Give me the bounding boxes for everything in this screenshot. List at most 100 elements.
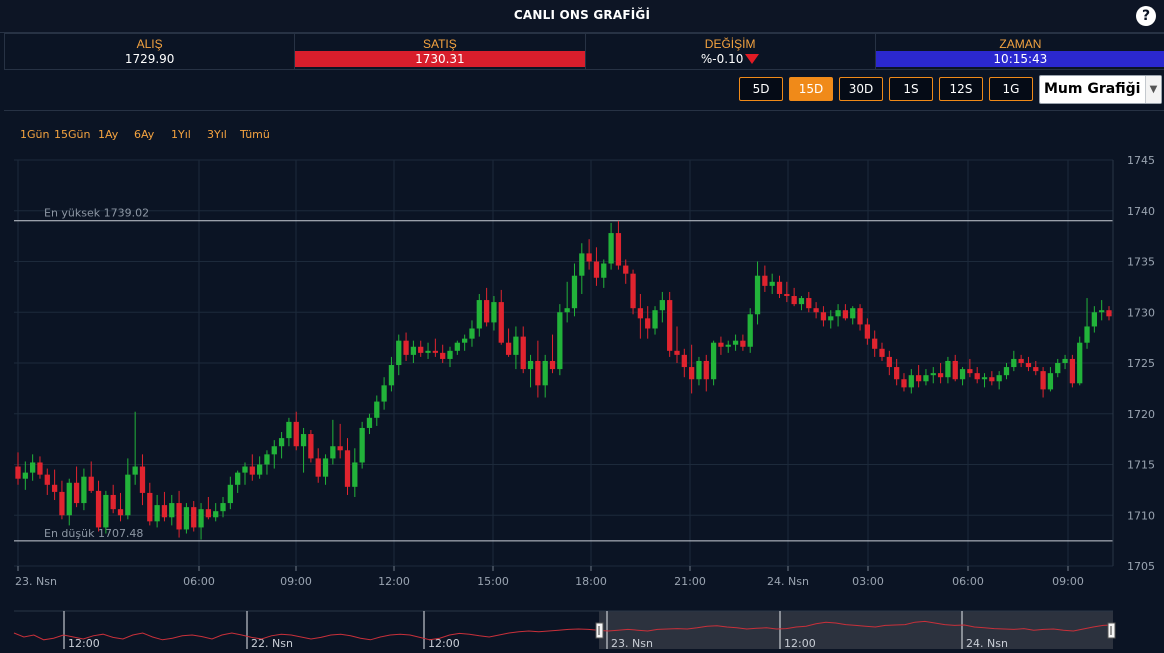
- y-tick-label: 1725: [1127, 357, 1155, 370]
- period-button-1g[interactable]: 1G: [989, 77, 1033, 101]
- candle-body: [308, 434, 314, 459]
- candle-body: [117, 509, 124, 516]
- candle-body: [974, 373, 980, 380]
- time-value: 10:15:43: [875, 51, 1164, 67]
- candle-body: [564, 308, 570, 313]
- candle-body: [689, 367, 695, 380]
- period-button-30d[interactable]: 30D: [839, 77, 883, 101]
- candle-body: [286, 421, 292, 439]
- navigator[interactable]: 12:00 22. Nsn 12:00 23. Nsn 12:00 24. Nsn: [13, 610, 1116, 650]
- candle-body: [857, 308, 863, 325]
- chart-type-select[interactable]: Mum Grafiği ▼: [1039, 75, 1162, 104]
- candle-body: [725, 344, 731, 347]
- candle-body: [1047, 373, 1054, 390]
- range-1ay[interactable]: 1Ay: [98, 128, 119, 141]
- candle-body: [842, 310, 849, 319]
- candle-body: [894, 367, 900, 380]
- help-icon[interactable]: ?: [1136, 6, 1156, 26]
- navigator-left-handle: [595, 622, 604, 639]
- candle-body: [959, 369, 966, 380]
- candle-body: [191, 507, 197, 528]
- period-button-1s[interactable]: 1S: [889, 77, 933, 101]
- candle-body: [1025, 363, 1032, 368]
- candle-body: [271, 446, 277, 455]
- x-tick-label: 18:00: [575, 575, 607, 588]
- candle-body: [908, 375, 914, 388]
- candle-body: [344, 450, 351, 487]
- candle-body: [696, 360, 702, 380]
- range-15gun[interactable]: 15Gün: [54, 128, 91, 141]
- candle-body: [1011, 358, 1017, 368]
- candle-body: [637, 308, 644, 319]
- candle-body: [447, 350, 453, 359]
- down-arrow-icon: [745, 54, 760, 64]
- navigator-label: 23. Nsn: [611, 637, 653, 650]
- candle-body: [220, 503, 226, 512]
- candle-body: [476, 300, 482, 329]
- candle-body: [147, 492, 153, 522]
- candle-body: [59, 491, 65, 516]
- candle-body: [879, 348, 885, 357]
- candle-body: [930, 373, 936, 376]
- range-1gun[interactable]: 1Gün: [20, 128, 50, 141]
- candle-body: [462, 338, 468, 343]
- candle-body: [66, 482, 72, 516]
- candle-body: [571, 275, 578, 309]
- period-button-15d[interactable]: 15D: [789, 77, 833, 101]
- candle-body: [1069, 358, 1076, 384]
- candle-body: [820, 312, 827, 321]
- candle-body: [88, 476, 94, 491]
- x-tick-label: 15:00: [477, 575, 509, 588]
- candle-body: [396, 340, 402, 366]
- range-6ay[interactable]: 6Ay: [134, 128, 155, 141]
- candle-body: [923, 375, 929, 382]
- candle-body: [762, 275, 768, 286]
- candle-body: [110, 494, 116, 510]
- x-tick-label: 09:00: [280, 575, 312, 588]
- candle-body: [791, 296, 797, 305]
- candle-body: [703, 360, 709, 380]
- candle-body: [352, 462, 358, 487]
- navigator-right-handle: [1107, 622, 1116, 639]
- navigator-price-line: [13, 620, 1114, 641]
- candle-body: [937, 373, 944, 378]
- candle-body: [388, 365, 395, 386]
- candle-body: [915, 375, 922, 382]
- page-title: CANLI ONS GRAFİĞİ: [513, 8, 651, 22]
- x-tick-label: 21:00: [674, 575, 706, 588]
- candle-body: [579, 253, 585, 276]
- range-1yil[interactable]: 1Yıl: [171, 128, 191, 141]
- candle-body: [813, 308, 819, 313]
- period-button-5d[interactable]: 5D: [739, 77, 783, 101]
- change-value-row: %-0.10: [586, 51, 875, 67]
- candle-body: [235, 472, 241, 485]
- chart-grid: [14, 159, 1113, 567]
- candle-body: [864, 324, 871, 339]
- candle-body: [95, 490, 102, 528]
- x-tick-label: 24. Nsn: [767, 575, 809, 588]
- navigator-label: 12:00: [428, 637, 460, 650]
- navigator-selected-range: [599, 611, 1113, 649]
- candle-body: [996, 375, 1002, 382]
- candle-body: [601, 263, 607, 278]
- candle-body: [132, 466, 138, 475]
- x-tick-label: 09:00: [1052, 575, 1084, 588]
- candle-body: [440, 352, 446, 359]
- bid-label: ALIŞ: [136, 37, 163, 51]
- candle-body: [139, 466, 146, 493]
- chart-axes: 1705 1710 1715 1720 1725 1730 1735 1740 1745 23. …: [15, 154, 1155, 588]
- reference-lines: En yüksek 1739.02 En düşük 1707.48: [14, 207, 1113, 542]
- candle-body: [81, 476, 87, 504]
- period-button-12s[interactable]: 12S: [939, 77, 983, 101]
- candle-body: [945, 360, 951, 378]
- candle-body: [198, 509, 204, 528]
- candle-body: [37, 462, 43, 475]
- candle-body: [520, 336, 526, 370]
- candle-body: [15, 466, 21, 479]
- candle-body: [586, 253, 592, 262]
- range-3yil[interactable]: 3Yıl: [207, 128, 227, 141]
- range-tumu[interactable]: Tümü: [240, 128, 270, 141]
- candle-body: [125, 474, 131, 516]
- candle-body: [989, 377, 995, 382]
- candle-body: [432, 350, 438, 353]
